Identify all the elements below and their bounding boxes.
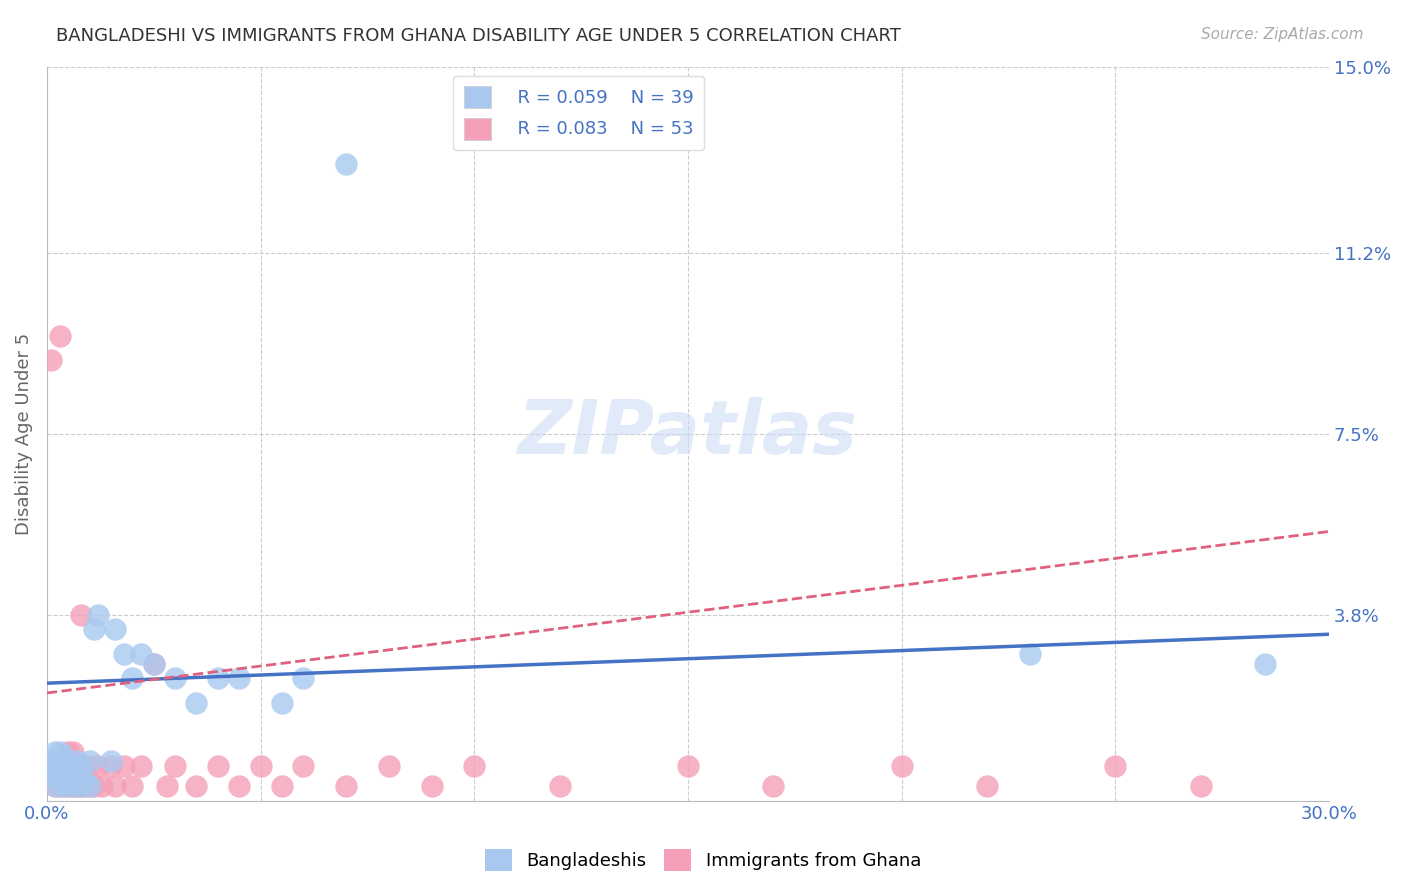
Point — [39, 353, 62, 368]
Point — [271, 779, 294, 793]
Point — [335, 157, 357, 171]
Point — [121, 779, 143, 793]
Point — [83, 779, 105, 793]
Point — [292, 759, 315, 773]
Point — [62, 779, 84, 793]
Point — [142, 657, 165, 671]
Point — [48, 779, 70, 793]
Point — [129, 759, 152, 773]
Point — [228, 671, 250, 685]
Point — [100, 759, 122, 773]
Point — [87, 759, 110, 773]
Point — [53, 764, 76, 779]
Point — [75, 774, 97, 789]
Point — [44, 779, 66, 793]
Point — [48, 774, 70, 789]
Point — [53, 764, 76, 779]
Legend: Bangladeshis, Immigrants from Ghana: Bangladeshis, Immigrants from Ghana — [478, 842, 928, 879]
Point — [1104, 759, 1126, 773]
Y-axis label: Disability Age Under 5: Disability Age Under 5 — [15, 333, 32, 534]
Point — [83, 623, 105, 637]
Point — [112, 647, 135, 661]
Point — [463, 759, 485, 773]
Point — [44, 755, 66, 769]
Point — [48, 328, 70, 343]
Point — [676, 759, 699, 773]
Point — [186, 779, 208, 793]
Text: ZIPatlas: ZIPatlas — [517, 397, 858, 470]
Point — [378, 759, 401, 773]
Point — [66, 779, 89, 793]
Point — [66, 774, 89, 789]
Point — [70, 759, 93, 773]
Point — [58, 774, 80, 789]
Point — [70, 779, 93, 793]
Point — [129, 647, 152, 661]
Point — [292, 671, 315, 685]
Point — [53, 779, 76, 793]
Point — [58, 779, 80, 793]
Point — [1189, 779, 1212, 793]
Point — [100, 755, 122, 769]
Point — [62, 745, 84, 759]
Point — [75, 779, 97, 793]
Point — [39, 755, 62, 769]
Point — [58, 764, 80, 779]
Point — [207, 759, 229, 773]
Point — [70, 607, 93, 622]
Point — [44, 745, 66, 759]
Point — [762, 779, 785, 793]
Point — [112, 759, 135, 773]
Point — [271, 696, 294, 710]
Point — [53, 749, 76, 764]
Point — [335, 779, 357, 793]
Point — [58, 745, 80, 759]
Point — [53, 779, 76, 793]
Point — [53, 749, 76, 764]
Point — [155, 779, 177, 793]
Point — [70, 764, 93, 779]
Point — [228, 779, 250, 793]
Point — [142, 657, 165, 671]
Point — [66, 755, 89, 769]
Point — [79, 779, 101, 793]
Point — [58, 755, 80, 769]
Point — [104, 623, 127, 637]
Point — [890, 759, 912, 773]
Point — [39, 769, 62, 783]
Point — [70, 779, 93, 793]
Point — [44, 764, 66, 779]
Text: BANGLADESHI VS IMMIGRANTS FROM GHANA DISABILITY AGE UNDER 5 CORRELATION CHART: BANGLADESHI VS IMMIGRANTS FROM GHANA DIS… — [56, 27, 901, 45]
Point — [62, 779, 84, 793]
Point — [1254, 657, 1277, 671]
Point — [39, 769, 62, 783]
Point — [165, 759, 187, 773]
Point — [165, 671, 187, 685]
Point — [44, 779, 66, 793]
Point — [91, 779, 114, 793]
Point — [79, 759, 101, 773]
Point — [87, 607, 110, 622]
Point — [548, 779, 571, 793]
Point — [62, 759, 84, 773]
Point — [48, 745, 70, 759]
Legend:   R = 0.059    N = 39,   R = 0.083    N = 53: R = 0.059 N = 39, R = 0.083 N = 53 — [453, 76, 704, 151]
Point — [249, 759, 271, 773]
Point — [186, 696, 208, 710]
Point — [104, 779, 127, 793]
Point — [1018, 647, 1040, 661]
Point — [79, 755, 101, 769]
Point — [48, 764, 70, 779]
Point — [420, 779, 443, 793]
Point — [48, 759, 70, 773]
Point — [121, 671, 143, 685]
Point — [62, 764, 84, 779]
Point — [66, 759, 89, 773]
Point — [79, 779, 101, 793]
Point — [75, 759, 97, 773]
Point — [976, 779, 998, 793]
Point — [207, 671, 229, 685]
Text: Source: ZipAtlas.com: Source: ZipAtlas.com — [1201, 27, 1364, 42]
